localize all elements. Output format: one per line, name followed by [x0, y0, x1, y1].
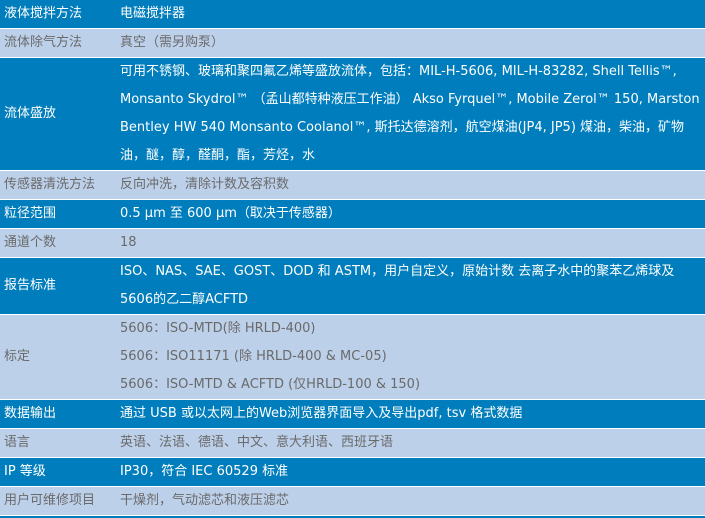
spec-value-line: 0.5 µm 至 600 µm（取决于传感器）	[120, 200, 701, 228]
spec-value-line: 18	[120, 229, 701, 257]
spec-row: 粒径范围 0.5 µm 至 600 µm（取决于传感器）	[0, 200, 705, 229]
spec-row: 用户可维修项目干燥剂，气动滤芯和液压滤芯	[0, 487, 705, 516]
spec-value-line: IP30，符合 IEC 60529 标准	[120, 458, 701, 486]
spec-label: 通道个数	[0, 229, 112, 258]
spec-value: 真空（需另购泵）	[112, 29, 705, 58]
spec-value: IP30，符合 IEC 60529 标准	[112, 458, 705, 487]
spec-label: 用户可维修项目	[0, 487, 112, 516]
spec-value: 通过 USB 或以太网上的Web浏览器界面导入及导出pdf, tsv 格式数据	[112, 400, 705, 429]
spec-label: 粒径范围	[0, 200, 112, 229]
spec-value-line: 5606：ISO-MTD & ACFTD (仅HRLD-100 & 150)	[120, 371, 701, 399]
spec-value: 5606：ISO-MTD(除 HRLD-400)5606：ISO11171 (除…	[112, 315, 705, 400]
spec-value: 0.5 µm 至 600 µm（取决于传感器）	[112, 200, 705, 229]
spec-value: 电磁搅拌器	[112, 0, 705, 29]
spec-label: 标定	[0, 315, 112, 400]
spec-value-line: 反向冲洗，清除计数及容积数	[120, 171, 701, 199]
spec-value: 反向冲洗，清除计数及容积数	[112, 171, 705, 200]
spec-row: 液体搅拌方法电磁搅拌器	[0, 0, 705, 29]
spec-row: 流体除气方法真空（需另购泵）	[0, 29, 705, 58]
spec-row: 通道个数 18	[0, 229, 705, 258]
spec-value-line: 真空（需另购泵）	[120, 29, 701, 57]
spec-value-line: 英语、法语、德语、中文、意大利语、西班牙语	[120, 429, 701, 457]
spec-label: 流体盛放	[0, 58, 112, 171]
spec-value-line: 5606：ISO11171 (除 HRLD-400 & MC-05)	[120, 343, 701, 371]
spec-value-line: 电磁搅拌器	[120, 0, 701, 28]
spec-value-line: 通过 USB 或以太网上的Web浏览器界面导入及导出pdf, tsv 格式数据	[120, 400, 701, 428]
spec-value: 英语、法语、德语、中文、意大利语、西班牙语	[112, 429, 705, 458]
spec-value: 干燥剂，气动滤芯和液压滤芯	[112, 487, 705, 516]
spec-label: 传感器清洗方法	[0, 171, 112, 200]
spec-label: 语言	[0, 429, 112, 458]
spec-label: IP 等级	[0, 458, 112, 487]
spec-value-line: 5606：ISO-MTD(除 HRLD-400)	[120, 315, 701, 343]
spec-row: IP 等级 IP30，符合 IEC 60529 标准	[0, 458, 705, 487]
spec-value-line: ISO、NAS、SAE、GOST、DOD 和 ASTM，用户自定义，原始计数 去…	[120, 258, 701, 314]
spec-row: 流体盛放可用不锈钢、玻璃和聚四氟乙烯等盛放流体，包括：MIL-H-5606, M…	[0, 58, 705, 171]
spec-label: 数据输出	[0, 400, 112, 429]
spec-label: 流体除气方法	[0, 29, 112, 58]
spec-value: ISO、NAS、SAE、GOST、DOD 和 ASTM，用户自定义，原始计数 去…	[112, 258, 705, 315]
spec-value: 可用不锈钢、玻璃和聚四氟乙烯等盛放流体，包括：MIL-H-5606, MIL-H…	[112, 58, 705, 171]
spec-row: 数据输出通过 USB 或以太网上的Web浏览器界面导入及导出pdf, tsv 格…	[0, 400, 705, 429]
spec-value-line: 可用不锈钢、玻璃和聚四氟乙烯等盛放流体，包括：MIL-H-5606, MIL-H…	[120, 58, 701, 170]
spec-row: 语言英语、法语、德语、中文、意大利语、西班牙语	[0, 429, 705, 458]
spec-label: 液体搅拌方法	[0, 0, 112, 29]
spec-row: 传感器清洗方法反向冲洗，清除计数及容积数	[0, 171, 705, 200]
spec-value: 18	[112, 229, 705, 258]
spec-label: 报告标准	[0, 258, 112, 315]
spec-value-line: 干燥剂，气动滤芯和液压滤芯	[120, 487, 701, 515]
